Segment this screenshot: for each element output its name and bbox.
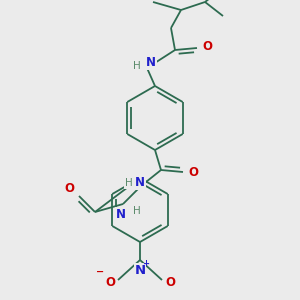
Text: H: H: [133, 61, 141, 71]
Text: O: O: [188, 166, 198, 178]
Text: −: −: [96, 267, 104, 277]
Text: +: +: [142, 260, 149, 268]
Text: N: N: [116, 208, 126, 220]
Text: O: O: [165, 275, 175, 289]
Text: O: O: [202, 40, 212, 53]
Text: N: N: [135, 176, 145, 190]
Text: N: N: [134, 263, 146, 277]
Text: H: H: [133, 206, 141, 216]
Text: N: N: [146, 56, 156, 70]
Text: O: O: [105, 275, 115, 289]
Text: H: H: [125, 178, 133, 188]
Text: O: O: [64, 182, 74, 196]
